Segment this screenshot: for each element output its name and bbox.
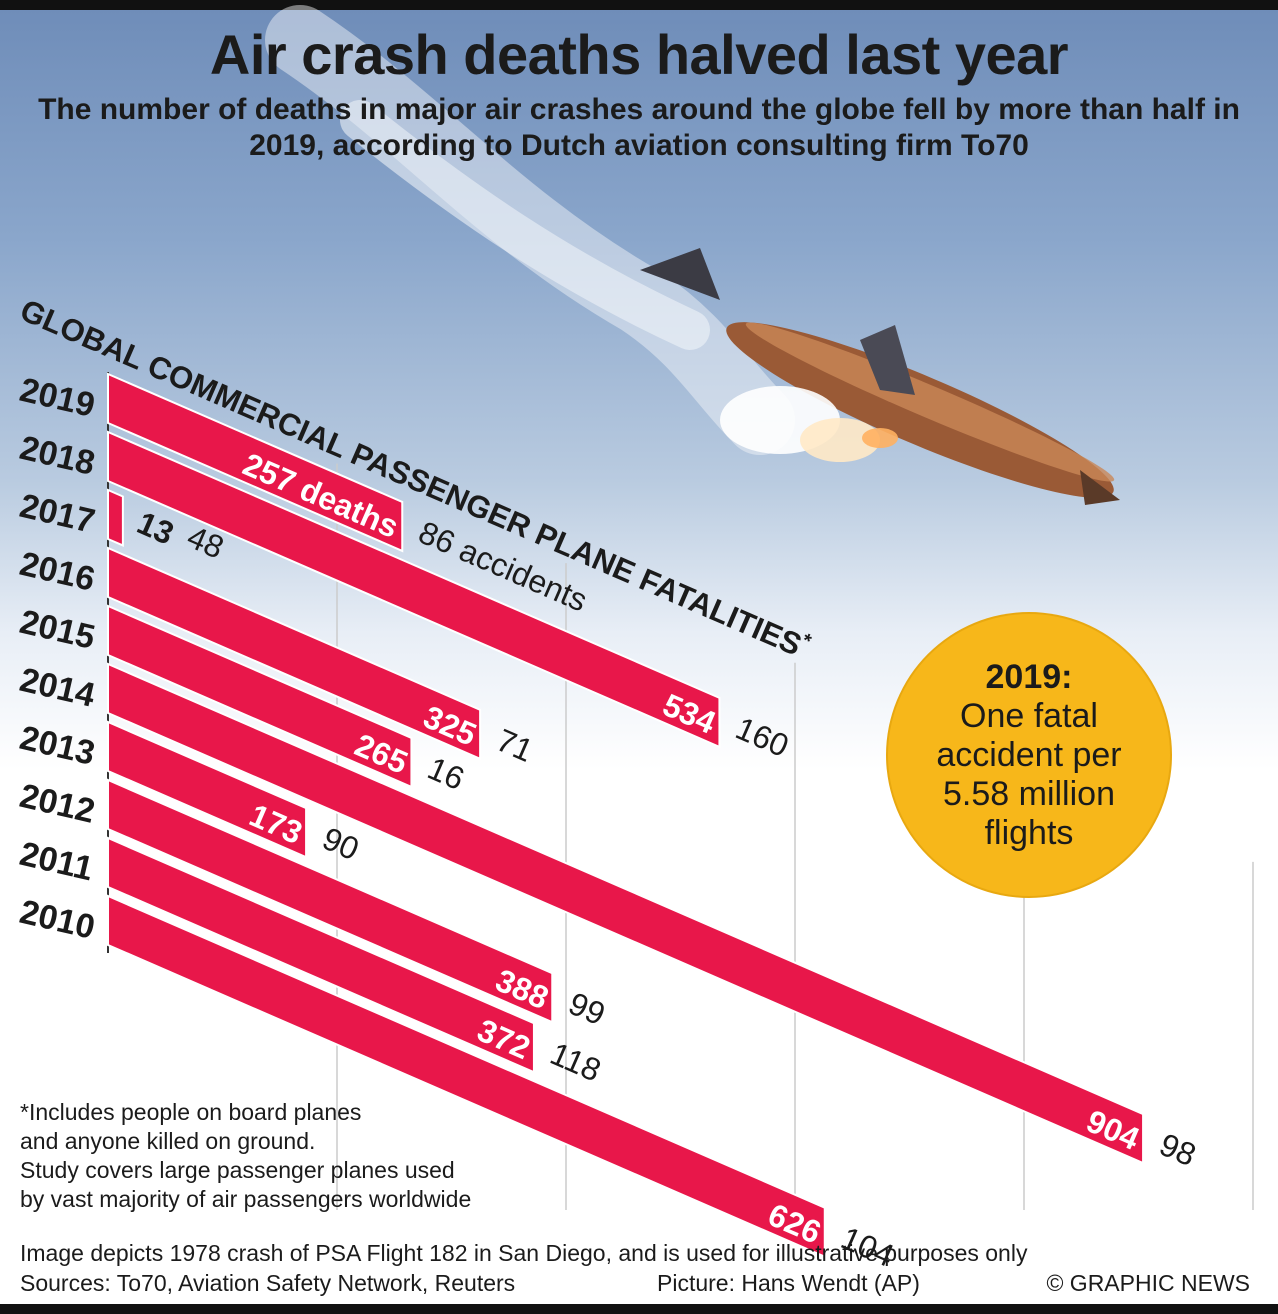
footnote-line: and anyone killed on ground. bbox=[20, 1128, 316, 1154]
sources: Sources: To70, Aviation Safety Network, … bbox=[20, 1270, 516, 1296]
year-label: 2018 bbox=[16, 429, 98, 483]
year-label: 2010 bbox=[16, 893, 98, 947]
footnote-line: by vast majority of air passengers world… bbox=[20, 1186, 472, 1212]
bar-2011 bbox=[107, 836, 535, 1074]
accidents-label: 90 bbox=[317, 820, 364, 867]
bar-2014 bbox=[107, 662, 1145, 1165]
picture-credit: Picture: Hans Wendt (AP) bbox=[657, 1270, 920, 1296]
year-label: 2016 bbox=[16, 545, 98, 599]
image-note: Image depicts 1978 crash of PSA Flight 1… bbox=[20, 1240, 1028, 1266]
year-label: 2019 bbox=[16, 371, 98, 425]
bar-2015 bbox=[107, 604, 413, 789]
accidents-label: 98 bbox=[1154, 1126, 1201, 1173]
bar-2016 bbox=[107, 546, 482, 761]
bar-2013 bbox=[107, 720, 308, 859]
bottom-rule bbox=[0, 1304, 1278, 1314]
year-label: 2014 bbox=[16, 661, 98, 715]
year-label: 2011 bbox=[16, 835, 96, 889]
year-label: 2015 bbox=[16, 603, 98, 657]
footnote: *Includes people on board planes and any… bbox=[20, 1098, 580, 1214]
accidents-label: 99 bbox=[563, 985, 610, 1032]
stat-callout: 2019: One fatal accident per 5.58 millio… bbox=[888, 614, 1170, 896]
page-subtitle: The number of deaths in major air crashe… bbox=[38, 93, 1240, 162]
footnote-line: Study covers large passenger planes used bbox=[20, 1157, 455, 1183]
credits: Image depicts 1978 crash of PSA Flight 1… bbox=[20, 1238, 1260, 1298]
bar-2018 bbox=[107, 430, 721, 749]
bar-2012 bbox=[107, 778, 554, 1024]
top-rule bbox=[0, 0, 1278, 10]
accidents-label: 160 bbox=[731, 710, 794, 764]
accidents-label: 118 bbox=[545, 1035, 606, 1088]
callout-year: 2019: bbox=[985, 657, 1073, 696]
footnote-line: *Includes people on board planes bbox=[20, 1099, 362, 1125]
accidents-label: 16 bbox=[423, 750, 470, 797]
bar-2019 bbox=[107, 372, 404, 553]
copyright: © GRAPHIC NEWS bbox=[1046, 1270, 1250, 1296]
page-title: Air crash deaths halved last year bbox=[209, 23, 1069, 86]
callout-text: One fatal accident per 5.58 million flig… bbox=[936, 696, 1122, 852]
bar-2010 bbox=[107, 894, 826, 1259]
bar-2017 bbox=[107, 488, 124, 547]
bar-layer bbox=[107, 372, 1145, 1259]
accidents-label: 71 bbox=[491, 722, 538, 769]
year-label: 2017 bbox=[16, 487, 98, 541]
year-label: 2012 bbox=[16, 777, 98, 831]
value-label: 13 bbox=[132, 504, 179, 551]
year-label: 2013 bbox=[16, 719, 98, 773]
